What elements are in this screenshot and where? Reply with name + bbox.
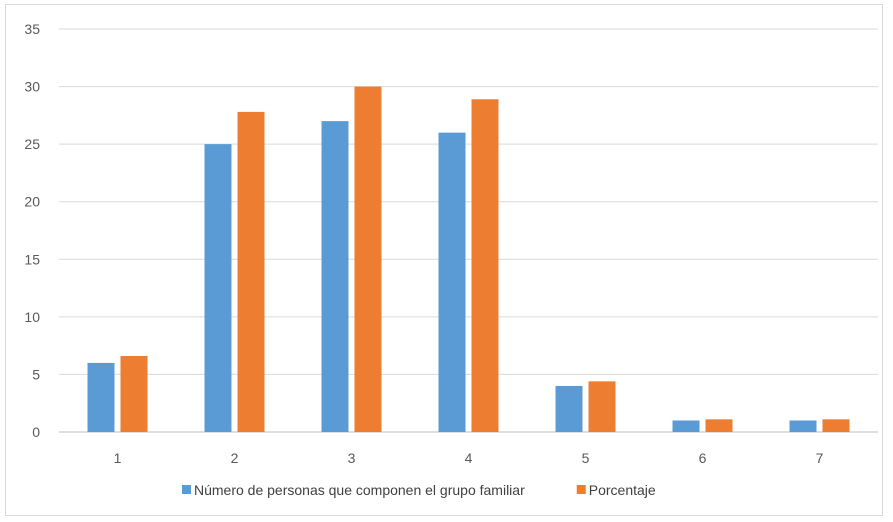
bar-personas bbox=[204, 144, 232, 432]
legend-label-personas: Número de personas que componen el grupo… bbox=[194, 482, 525, 498]
gridlines bbox=[59, 28, 878, 433]
x-tick-label: 4 bbox=[465, 450, 473, 466]
bar-porcentaje bbox=[354, 86, 382, 433]
bar-porcentaje bbox=[822, 419, 850, 432]
bar-personas bbox=[672, 420, 700, 432]
y-axis-tick-labels: 0 5 10 15 20 25 30 35 bbox=[24, 21, 40, 440]
x-tick-label: 2 bbox=[231, 450, 239, 466]
bar-porcentaje bbox=[237, 111, 265, 432]
bars bbox=[87, 86, 850, 433]
y-tick-label: 20 bbox=[24, 194, 40, 210]
x-tick-label: 5 bbox=[582, 450, 590, 466]
bar-personas bbox=[789, 420, 817, 432]
legend-label-porcentaje: Porcentaje bbox=[589, 482, 656, 498]
x-tick-label: 6 bbox=[699, 450, 707, 466]
y-tick-label: 25 bbox=[24, 136, 40, 152]
bar-porcentaje bbox=[471, 99, 499, 432]
x-tick-label: 7 bbox=[816, 450, 824, 466]
x-tick-label: 3 bbox=[348, 450, 356, 466]
chart-area: 0 5 10 15 20 25 30 35 1 2 3 4 5 6 7 Número de persona… bbox=[5, 4, 883, 516]
y-tick-label: 0 bbox=[32, 424, 40, 440]
y-tick-label: 10 bbox=[24, 309, 40, 325]
y-tick-label: 30 bbox=[24, 79, 40, 95]
legend: Número de personas que componen el grupo… bbox=[182, 482, 656, 498]
legend-swatch-porcentaje bbox=[576, 485, 586, 494]
y-tick-label: 5 bbox=[32, 366, 40, 382]
x-tick-label: 1 bbox=[114, 450, 122, 466]
legend-swatch-personas bbox=[182, 485, 191, 494]
y-tick-label: 35 bbox=[24, 21, 40, 37]
bar-porcentaje bbox=[705, 419, 733, 432]
y-tick-label: 15 bbox=[24, 251, 40, 267]
bar-personas bbox=[87, 362, 115, 432]
bar-personas bbox=[555, 385, 583, 432]
bar-porcentaje bbox=[120, 356, 148, 432]
bar-personas bbox=[438, 132, 466, 432]
bar-personas bbox=[321, 121, 349, 432]
x-axis-tick-labels: 1 2 3 4 5 6 7 bbox=[114, 450, 824, 466]
bar-porcentaje bbox=[588, 381, 616, 432]
bar-chart: 0 5 10 15 20 25 30 35 1 2 3 4 5 6 7 Número de persona… bbox=[24, 21, 878, 498]
